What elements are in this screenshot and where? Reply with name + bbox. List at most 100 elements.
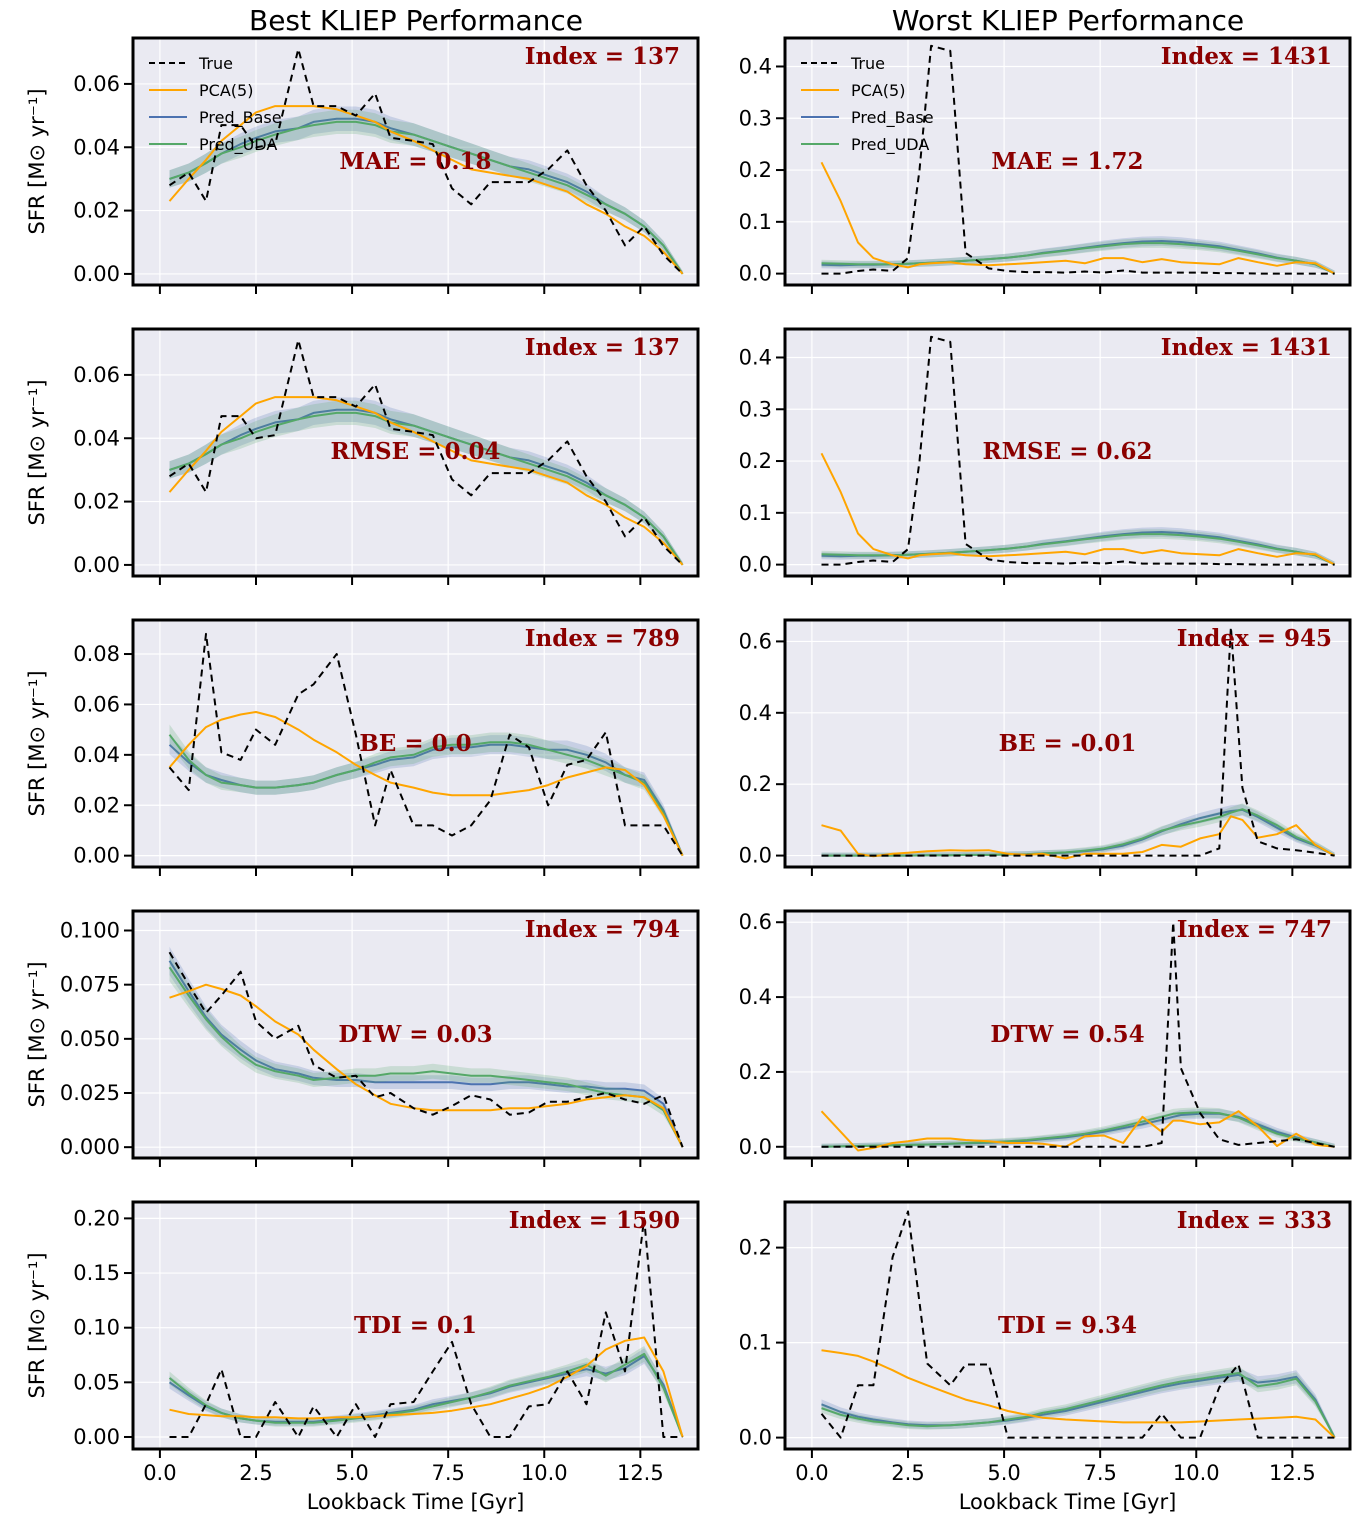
index-annotation: Index = 1431	[1161, 334, 1332, 361]
x-axis-label: Lookback Time [Gyr]	[307, 1490, 525, 1514]
x-tick-label: 12.5	[617, 1461, 664, 1485]
y-tick-label: 0.2	[739, 1236, 772, 1260]
y-tick-label: 0.04	[73, 743, 120, 767]
y-tick-label: 0.00	[73, 1425, 120, 1449]
band-pred-base	[169, 106, 683, 274]
metric-annotation: RMSE = 0.04	[330, 438, 500, 465]
metric-annotation: BE = -0.01	[999, 730, 1137, 757]
line-pred-base	[168, 960, 684, 1148]
y-tick-label: 0.0	[739, 553, 772, 577]
y-tick-label: 0.08	[73, 642, 120, 666]
metric-annotation: MAE = 1.72	[991, 148, 1143, 175]
x-tick-label: 10.0	[1173, 1461, 1220, 1485]
index-annotation: Index = 137	[525, 43, 680, 70]
panel-frame	[783, 327, 1352, 578]
panel-1-left: 0.00 0.02 0.04 0.06 Index = 137 MAE = 0.18 SFR…	[25, 36, 700, 294]
band-pred-base	[821, 1368, 1335, 1438]
y-tick-label: 0.1	[739, 501, 772, 525]
band-pred-base	[169, 735, 683, 856]
legend-label: Pred_UDA	[851, 135, 929, 155]
legend-label: PCA(5)	[199, 81, 253, 100]
y-tick-label: 0.15	[73, 1261, 120, 1285]
panel-2-right: 0.0 0.1 0.2 0.3 0.4 Index = 1431 RMSE = 0.62	[739, 327, 1352, 585]
line-pca-5-	[168, 105, 684, 275]
panel-frame	[783, 36, 1352, 287]
right-column-title: Worst KLIEP Performance	[892, 4, 1244, 37]
legend-label: Pred_Base	[199, 108, 282, 128]
band-pred-uda	[169, 1346, 683, 1437]
panel-4-left: 0.000 0.025 0.050 0.075 0.100 Index = 794 DTW …	[25, 909, 700, 1167]
series-group	[168, 1217, 684, 1438]
plot-area	[133, 38, 698, 285]
line-pred-uda	[168, 1352, 684, 1438]
line-pca-5-	[821, 1349, 1336, 1439]
index-annotation: Index = 747	[1177, 916, 1332, 943]
index-annotation: Index = 137	[525, 334, 680, 361]
panel-frame	[131, 909, 700, 1160]
y-tick-label: 0.02	[73, 490, 120, 514]
series-group	[168, 632, 684, 857]
line-pred-uda	[821, 1111, 1335, 1148]
panel-2-left: 0.00 0.02 0.04 0.06 Index = 137 RMSE = 0.04 SF…	[25, 327, 700, 585]
index-annotation: Index = 1431	[1161, 43, 1332, 70]
y-tick-label: 0.3	[739, 397, 772, 421]
series-group	[820, 921, 1335, 1152]
panel-5-left: 0.00 0.05 0.10 0.15 0.20 0.0 2.5 5.0 7.5 10.0 12.5…	[25, 1200, 700, 1514]
line-true	[169, 1217, 683, 1438]
x-tick-label: 7.5	[1083, 1461, 1116, 1485]
panel-1-right: 0.0 0.1 0.2 0.3 0.4 Index = 1431 MAE = 1.72 Tru…	[739, 36, 1352, 294]
metric-annotation: DTW = 0.03	[338, 1021, 492, 1048]
index-annotation: Index = 789	[525, 625, 680, 652]
series-group	[168, 339, 684, 566]
line-true	[168, 48, 684, 275]
y-tick-label: 0.0	[739, 1426, 772, 1450]
plot-area	[133, 329, 698, 576]
y-tick-label: 0.1	[739, 210, 772, 234]
metric-annotation: TDI = 0.1	[354, 1312, 477, 1339]
y-tick-label: 0.06	[73, 72, 120, 96]
metric-annotation: TDI = 9.34	[998, 1312, 1137, 1339]
line-pred-uda	[168, 734, 684, 857]
line-pca-5-	[169, 983, 684, 1148]
index-annotation: Index = 945	[1177, 625, 1332, 652]
y-tick-label: 0.2	[739, 1060, 772, 1084]
panel-frame	[783, 909, 1352, 1160]
y-axis-label: SFR [M⊙ yr⁻¹]	[25, 670, 49, 816]
y-axis-label: SFR [M⊙ yr⁻¹]	[25, 379, 49, 525]
panel-frame	[131, 327, 700, 578]
plot-area	[785, 620, 1350, 867]
y-tick-label: 0.2	[739, 772, 772, 796]
x-tick-label: 7.5	[431, 1461, 464, 1485]
index-annotation: Index = 794	[525, 916, 680, 943]
line-pca-5-	[168, 711, 684, 857]
panel-frame	[131, 618, 700, 869]
y-tick-label: 0.10	[73, 1316, 120, 1340]
legend-label: Pred_UDA	[199, 135, 277, 155]
index-annotation: Index = 1590	[509, 1207, 680, 1234]
series-group	[821, 626, 1336, 860]
legend: True PCA(5) Pred_Base Pred_UDA	[149, 54, 282, 155]
series-group	[168, 48, 684, 275]
metric-annotation: RMSE = 0.62	[982, 438, 1152, 465]
y-tick-label: 0.4	[739, 985, 772, 1009]
series-group	[820, 335, 1336, 566]
panel-frame	[131, 1200, 700, 1451]
x-tick-label: 0.0	[795, 1461, 828, 1485]
line-pca-5-	[820, 161, 1336, 275]
series-group	[820, 44, 1336, 275]
band-pred-base	[169, 1348, 683, 1437]
plot-area	[785, 38, 1350, 285]
y-tick-label: 0.2	[739, 449, 772, 473]
y-tick-label: 0.02	[73, 199, 120, 223]
panel-frame	[783, 1200, 1352, 1451]
y-tick-label: 0.00	[73, 553, 120, 577]
panel-frame	[131, 36, 700, 287]
y-tick-label: 0.4	[739, 54, 772, 78]
line-true	[168, 951, 684, 1148]
y-tick-label: 0.0	[739, 844, 772, 868]
metric-annotation: BE = 0.0	[359, 730, 471, 757]
x-tick-label: 2.5	[891, 1461, 924, 1485]
plot-area	[785, 911, 1350, 1158]
y-tick-label: 0.20	[73, 1206, 120, 1230]
x-tick-label: 0.0	[143, 1461, 176, 1485]
